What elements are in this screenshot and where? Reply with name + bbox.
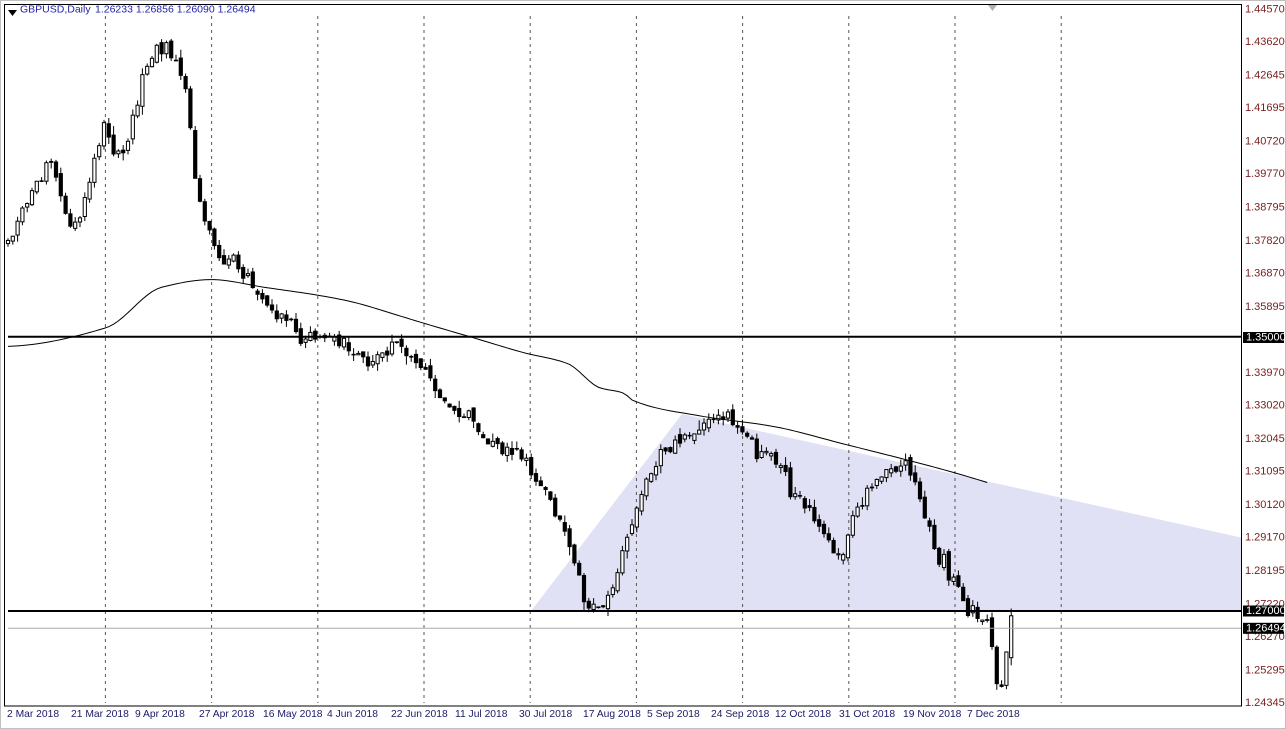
svg-text:1.39770: 1.39770 bbox=[1245, 168, 1285, 180]
svg-text:24 Sep 2018: 24 Sep 2018 bbox=[711, 709, 770, 720]
svg-text:1.44570: 1.44570 bbox=[1245, 4, 1285, 16]
svg-text:1.42645: 1.42645 bbox=[1245, 70, 1285, 82]
svg-text:1.40720: 1.40720 bbox=[1245, 136, 1285, 148]
svg-text:1.38795: 1.38795 bbox=[1245, 202, 1285, 214]
svg-text:1.43620: 1.43620 bbox=[1245, 36, 1285, 48]
svg-text:30 Jul 2018: 30 Jul 2018 bbox=[519, 709, 573, 720]
svg-text:GBPUSD,Daily: GBPUSD,Daily bbox=[20, 4, 91, 16]
svg-text:17 Aug 2018: 17 Aug 2018 bbox=[583, 709, 641, 720]
svg-text:1.32045: 1.32045 bbox=[1245, 433, 1285, 445]
svg-text:1.30120: 1.30120 bbox=[1245, 499, 1285, 511]
svg-text:1.41695: 1.41695 bbox=[1245, 102, 1285, 114]
svg-text:21 Mar 2018: 21 Mar 2018 bbox=[71, 709, 129, 720]
svg-text:1.35000: 1.35000 bbox=[1246, 332, 1286, 344]
svg-text:1.27000: 1.27000 bbox=[1246, 605, 1286, 617]
svg-text:1.36870: 1.36870 bbox=[1245, 268, 1285, 280]
svg-text:7 Dec 2018: 7 Dec 2018 bbox=[967, 709, 1020, 720]
svg-text:1.31095: 1.31095 bbox=[1245, 466, 1285, 478]
svg-text:19 Nov 2018: 19 Nov 2018 bbox=[903, 709, 962, 720]
svg-text:2 Mar 2018: 2 Mar 2018 bbox=[7, 709, 59, 720]
svg-text:1.33970: 1.33970 bbox=[1245, 367, 1285, 379]
svg-text:5 Sep 2018: 5 Sep 2018 bbox=[647, 709, 700, 720]
svg-text:1.28195: 1.28195 bbox=[1245, 565, 1285, 577]
svg-text:9 Apr 2018: 9 Apr 2018 bbox=[135, 709, 185, 720]
svg-text:11 Jul 2018: 11 Jul 2018 bbox=[455, 709, 508, 720]
svg-text:16 May 2018: 16 May 2018 bbox=[263, 709, 323, 720]
svg-text:22 Jun 2018: 22 Jun 2018 bbox=[391, 709, 448, 720]
svg-text:1.24345: 1.24345 bbox=[1245, 697, 1285, 709]
svg-text:1.29170: 1.29170 bbox=[1245, 532, 1285, 544]
svg-text:31 Oct 2018: 31 Oct 2018 bbox=[839, 709, 895, 720]
svg-text:12 Oct 2018: 12 Oct 2018 bbox=[775, 709, 831, 720]
svg-text:1.26233 1.26856 1.26090 1.2649: 1.26233 1.26856 1.26090 1.26494 bbox=[95, 4, 256, 16]
svg-text:1.25295: 1.25295 bbox=[1245, 665, 1285, 677]
svg-text:1.26494: 1.26494 bbox=[1246, 623, 1286, 635]
svg-text:1.33020: 1.33020 bbox=[1245, 400, 1285, 412]
svg-text:1.35895: 1.35895 bbox=[1245, 301, 1285, 313]
svg-text:1.37820: 1.37820 bbox=[1245, 235, 1285, 247]
svg-text:27 Apr 2018: 27 Apr 2018 bbox=[199, 709, 255, 720]
svg-text:4 Jun 2018: 4 Jun 2018 bbox=[327, 709, 378, 720]
